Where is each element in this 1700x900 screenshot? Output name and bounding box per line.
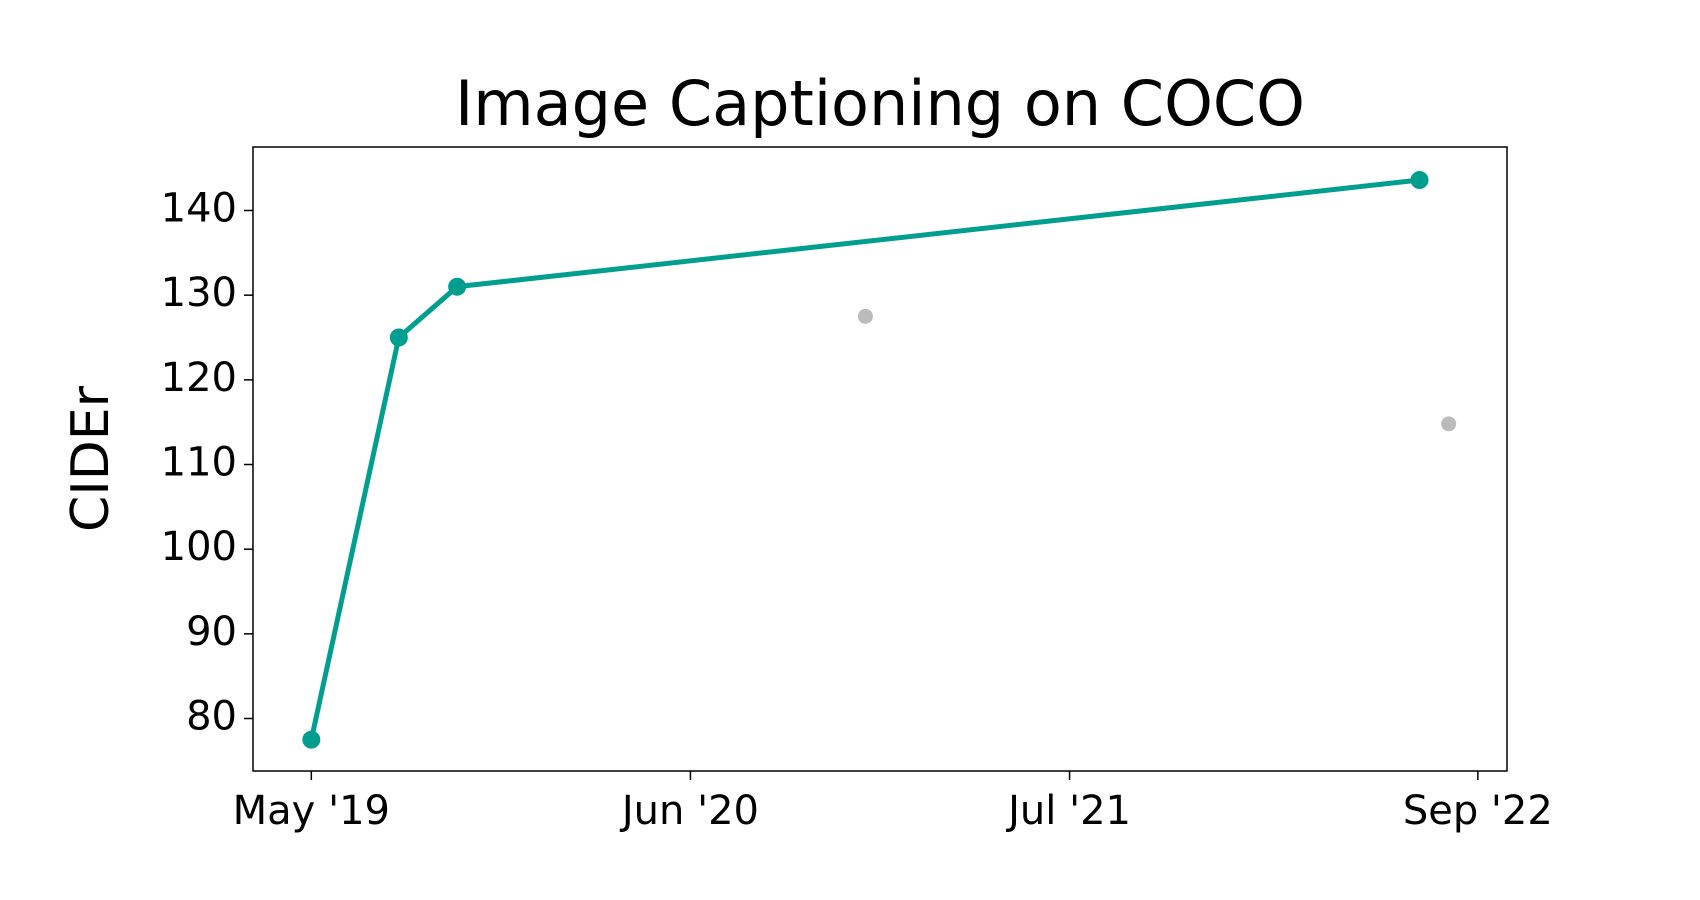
data-point [389,328,408,347]
x-tick-label: May '19 [233,788,390,834]
data-point [1410,171,1429,190]
y-tick-label: 140 [161,186,237,232]
plot-frame [252,146,1508,772]
x-tick-label: Sep '22 [1403,788,1553,834]
data-point [1441,416,1457,432]
y-tick-label: 110 [161,440,237,486]
y-tick-label: 80 [186,694,237,740]
x-tick-label: Jul '21 [1005,788,1131,834]
data-point [448,277,467,296]
y-tick-label: 90 [186,609,237,655]
data-point [302,730,321,749]
y-tick-label: 100 [161,524,237,570]
chart-title: Image Captioning on COCO [455,67,1305,140]
y-tick-label: 130 [161,270,237,316]
x-tick-label: Jun '20 [619,788,759,834]
series-line [308,177,1420,741]
y-axis-label: CIDEr [61,385,121,532]
y-tick-label: 120 [161,355,237,401]
data-point [857,308,873,324]
